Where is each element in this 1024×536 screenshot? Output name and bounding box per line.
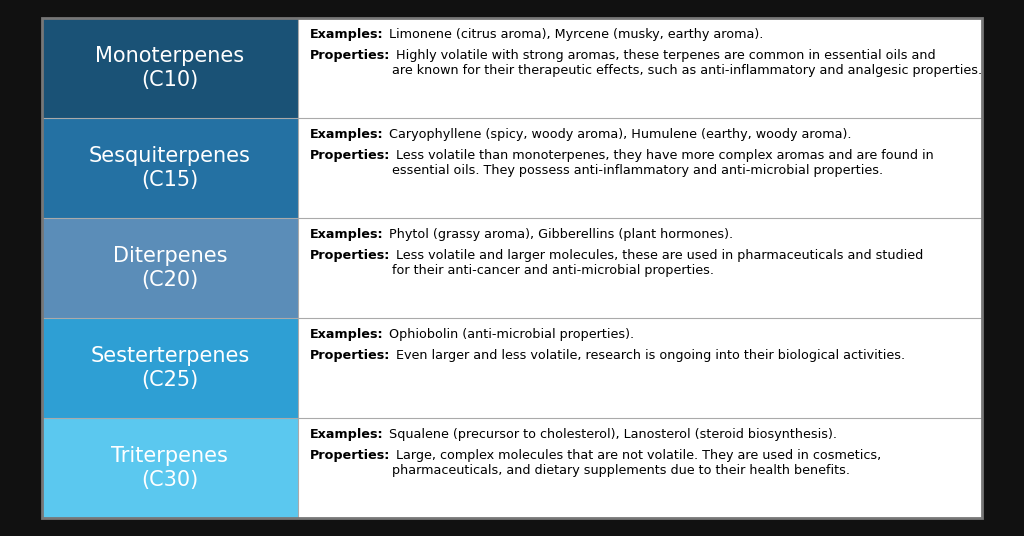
Text: Properties:: Properties: bbox=[309, 449, 390, 463]
Text: Examples:: Examples: bbox=[309, 428, 383, 441]
Text: Caryophyllene (spicy, woody aroma), Humulene (earthy, woody aroma).: Caryophyllene (spicy, woody aroma), Humu… bbox=[385, 128, 852, 141]
Text: Large, complex molecules that are not volatile. They are used in cosmetics,
phar: Large, complex molecules that are not vo… bbox=[392, 449, 882, 478]
Text: Monoterpenes
(C10): Monoterpenes (C10) bbox=[95, 46, 245, 91]
Text: Properties:: Properties: bbox=[309, 349, 390, 362]
Text: Examples:: Examples: bbox=[309, 28, 383, 41]
Text: Limonene (citrus aroma), Myrcene (musky, earthy aroma).: Limonene (citrus aroma), Myrcene (musky,… bbox=[385, 28, 764, 41]
Polygon shape bbox=[42, 18, 982, 518]
Text: Sesterterpenes
(C25): Sesterterpenes (C25) bbox=[90, 346, 250, 390]
Text: Even larger and less volatile, research is ongoing into their biological activit: Even larger and less volatile, research … bbox=[392, 349, 905, 362]
Polygon shape bbox=[42, 418, 298, 518]
Text: Properties:: Properties: bbox=[309, 150, 390, 162]
Polygon shape bbox=[42, 318, 298, 418]
Text: Triterpenes
(C30): Triterpenes (C30) bbox=[112, 445, 228, 490]
Text: Squalene (precursor to cholesterol), Lanosterol (steroid biosynthesis).: Squalene (precursor to cholesterol), Lan… bbox=[385, 428, 838, 441]
Text: Sesquiterpenes
(C15): Sesquiterpenes (C15) bbox=[89, 146, 251, 190]
Text: Less volatile and larger molecules, these are used in pharmaceuticals and studie: Less volatile and larger molecules, thes… bbox=[392, 249, 924, 278]
Text: Diterpenes
(C20): Diterpenes (C20) bbox=[113, 245, 227, 291]
Text: Examples:: Examples: bbox=[309, 328, 383, 341]
Polygon shape bbox=[42, 218, 298, 318]
Text: Ophiobolin (anti-microbial properties).: Ophiobolin (anti-microbial properties). bbox=[385, 328, 635, 341]
Polygon shape bbox=[42, 118, 298, 218]
Text: Phytol (grassy aroma), Gibberellins (plant hormones).: Phytol (grassy aroma), Gibberellins (pla… bbox=[385, 228, 733, 241]
Polygon shape bbox=[42, 18, 298, 118]
Text: Properties:: Properties: bbox=[309, 49, 390, 62]
Text: Examples:: Examples: bbox=[309, 228, 383, 241]
Text: Highly volatile with strong aromas, these terpenes are common in essential oils : Highly volatile with strong aromas, thes… bbox=[392, 49, 982, 77]
Text: Less volatile than monoterpenes, they have more complex aromas and are found in
: Less volatile than monoterpenes, they ha… bbox=[392, 150, 934, 177]
Text: Properties:: Properties: bbox=[309, 249, 390, 263]
Text: Examples:: Examples: bbox=[309, 128, 383, 141]
